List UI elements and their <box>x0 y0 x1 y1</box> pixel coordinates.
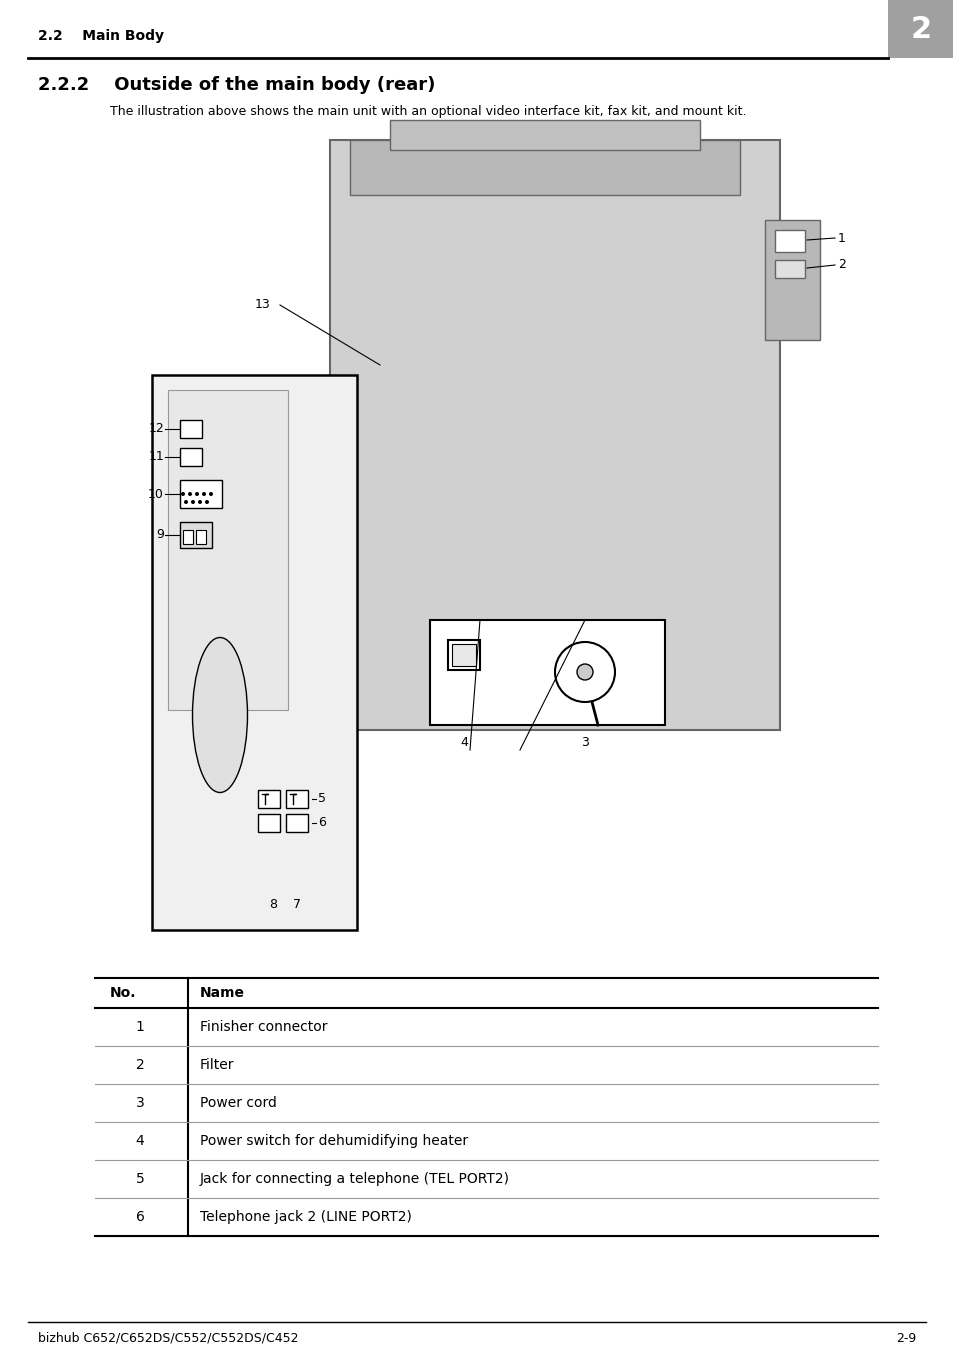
Circle shape <box>188 491 192 495</box>
Text: Filter: Filter <box>200 1058 234 1072</box>
Text: 2.2    Main Body: 2.2 Main Body <box>38 28 164 43</box>
Circle shape <box>577 664 593 680</box>
Text: bizhub C652/C652DS/C552/C552DS/C452: bizhub C652/C652DS/C552/C552DS/C452 <box>38 1331 298 1345</box>
Bar <box>774 230 804 252</box>
Text: 6: 6 <box>317 817 326 829</box>
Bar <box>195 531 206 544</box>
Text: 8: 8 <box>269 899 276 911</box>
Bar <box>180 481 222 508</box>
Text: 7: 7 <box>293 899 301 911</box>
Text: 2-9: 2-9 <box>895 1331 915 1345</box>
Text: 4: 4 <box>459 737 468 749</box>
Bar <box>390 120 700 150</box>
Text: Jack for connecting a telephone (TEL PORT2): Jack for connecting a telephone (TEL POR… <box>200 1172 510 1187</box>
Text: 2.2.2    Outside of the main body (rear): 2.2.2 Outside of the main body (rear) <box>38 76 435 95</box>
Text: 3: 3 <box>135 1096 144 1110</box>
Ellipse shape <box>193 637 247 792</box>
Text: 1: 1 <box>837 231 845 244</box>
Circle shape <box>209 491 213 495</box>
Bar <box>286 814 308 832</box>
Circle shape <box>202 491 206 495</box>
Text: 13: 13 <box>254 298 271 312</box>
Text: The illustration above shows the main unit with an optional video interface kit,: The illustration above shows the main un… <box>110 105 745 119</box>
Bar <box>430 620 664 725</box>
Circle shape <box>191 500 194 504</box>
Text: 1: 1 <box>135 1021 144 1034</box>
Bar <box>257 790 280 809</box>
Bar <box>330 140 780 730</box>
Bar <box>286 790 308 809</box>
Text: Power switch for dehumidifying heater: Power switch for dehumidifying heater <box>200 1134 468 1148</box>
Text: 2: 2 <box>135 1058 144 1072</box>
Text: Name: Name <box>200 986 245 1000</box>
Bar <box>257 814 280 832</box>
Text: Telephone jack 2 (LINE PORT2): Telephone jack 2 (LINE PORT2) <box>200 1210 412 1224</box>
Text: 11: 11 <box>148 451 164 463</box>
Text: 12: 12 <box>148 423 164 436</box>
Circle shape <box>194 491 199 495</box>
Bar <box>350 140 740 194</box>
Text: 2: 2 <box>909 15 930 43</box>
Bar <box>452 644 476 666</box>
Text: 2: 2 <box>837 258 845 271</box>
Bar <box>152 375 356 930</box>
Bar <box>774 261 804 278</box>
Bar <box>180 448 202 466</box>
Text: 5: 5 <box>317 792 326 806</box>
Bar <box>448 640 479 670</box>
Circle shape <box>555 643 615 702</box>
Bar <box>180 420 202 437</box>
Bar <box>168 390 288 710</box>
Text: Finisher connector: Finisher connector <box>200 1021 327 1034</box>
Text: 4: 4 <box>135 1134 144 1148</box>
Bar <box>180 522 212 548</box>
Bar <box>183 531 193 544</box>
Text: No.: No. <box>110 986 136 1000</box>
Circle shape <box>184 500 188 504</box>
Text: 9: 9 <box>156 528 164 541</box>
Circle shape <box>205 500 209 504</box>
Text: 5: 5 <box>135 1172 144 1187</box>
Text: 3: 3 <box>580 737 588 749</box>
Text: 6: 6 <box>135 1210 144 1224</box>
Bar <box>764 220 820 340</box>
Bar <box>887 0 953 58</box>
Circle shape <box>198 500 202 504</box>
Circle shape <box>181 491 185 495</box>
Text: 10: 10 <box>148 487 164 501</box>
Text: Power cord: Power cord <box>200 1096 276 1110</box>
